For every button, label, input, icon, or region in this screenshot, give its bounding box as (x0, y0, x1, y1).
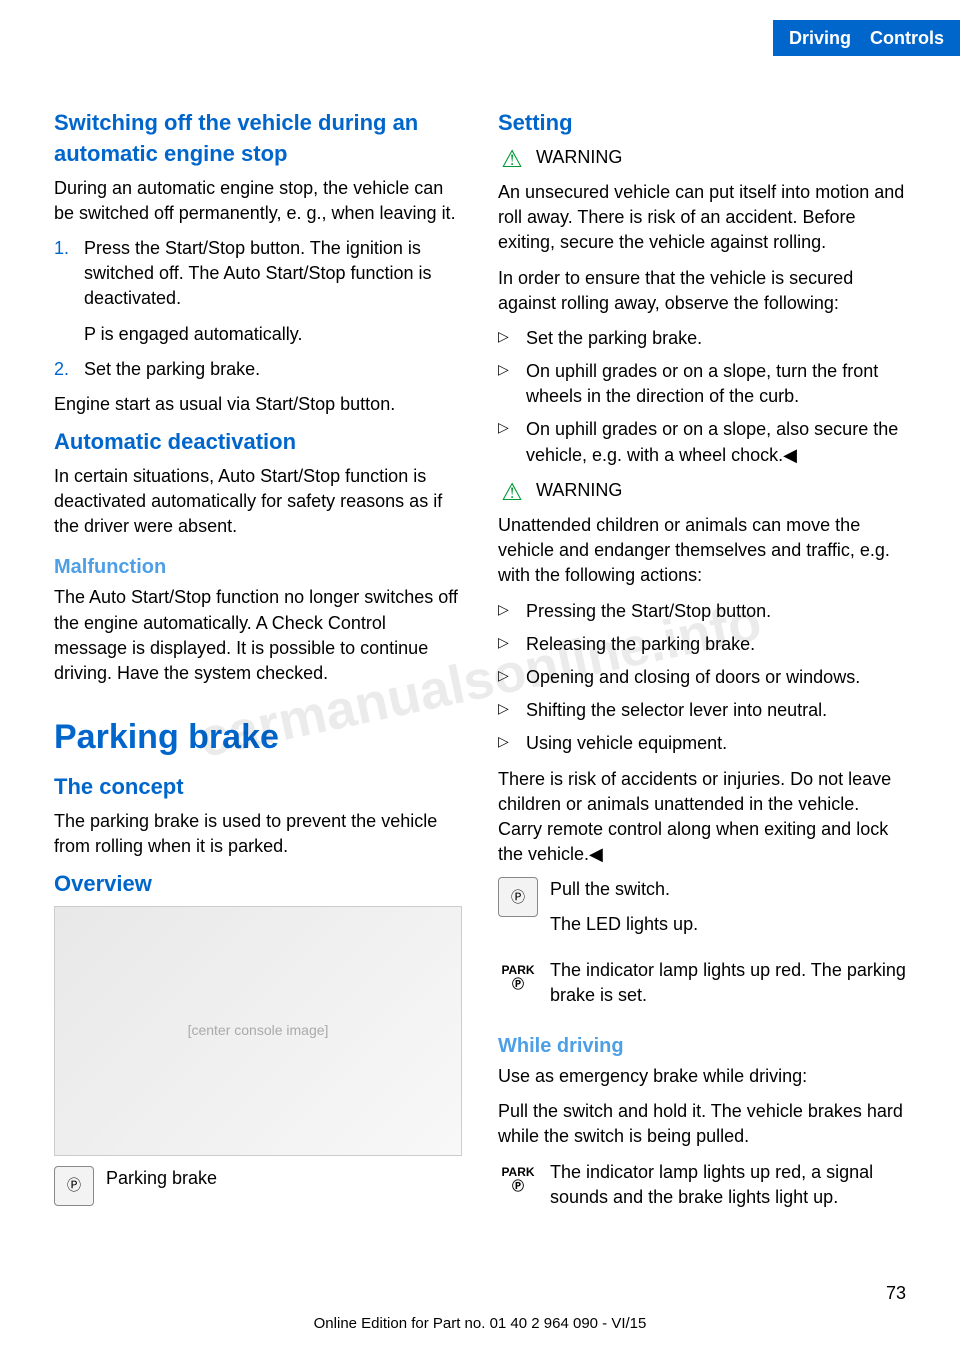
warning-block: ⚠ WARNING Unattended children or animals… (498, 478, 906, 589)
parking-switch-icon: Ⓟ (498, 877, 538, 917)
list-item: Shifting the selector lever into neutral… (498, 698, 906, 723)
bullet-list: Pressing the Start/Stop button. Releasin… (498, 599, 906, 757)
warning-block: ⚠ WARNING An unsecured vehicle can put i… (498, 145, 906, 256)
heading-auto-deactivation: Automatic deactivation (54, 427, 462, 458)
para: The indicator lamp lights up red. The pa… (550, 958, 906, 1008)
warning-text: An unsecured vehicle can put itself into… (498, 180, 906, 256)
bullet-list: Set the parking brake. On uphill grades … (498, 326, 906, 468)
list-text: Press the Start/Stop button. The ignitio… (84, 238, 432, 308)
page-number: 73 (886, 1281, 906, 1306)
heading-concept: The concept (54, 772, 462, 803)
para: There is risk of accidents or injuries. … (498, 767, 906, 868)
para: Pull the switch. (550, 877, 698, 902)
para: In certain situations, Auto Start/Stop f… (54, 464, 462, 540)
warning-text: Unattended children or animals can move … (498, 513, 906, 589)
list-item: On uphill grades or on a slope, turn the… (498, 359, 906, 409)
heading-malfunction: Malfunction (54, 553, 462, 581)
para: In order to ensure that the vehicle is s… (498, 266, 906, 316)
parking-brake-icon: Ⓟ (54, 1166, 94, 1206)
park-indicator-icon: PARK Ⓟ (498, 958, 538, 998)
list-item: Set the parking brake. (498, 326, 906, 351)
para: The LED lights up. (550, 912, 698, 937)
list-subtext: P is engaged automatically. (54, 322, 462, 347)
icon-row-park: PARK Ⓟ The indicator lamp lights up red.… (498, 958, 906, 1018)
list-num: 1. (54, 236, 69, 261)
numbered-list: 2. Set the parking brake. (54, 357, 462, 382)
icon-row-park2: PARK Ⓟ The indicator lamp lights up red,… (498, 1160, 906, 1220)
list-num: 2. (54, 357, 69, 382)
list-item: 2. Set the parking brake. (54, 357, 462, 382)
heading-setting: Setting (498, 108, 906, 139)
warning-label: WARNING (536, 478, 906, 503)
list-item: Pressing the Start/Stop button. (498, 599, 906, 624)
warning-icon: ⚠ (498, 480, 526, 506)
header-bar: Driving Controls (773, 20, 960, 56)
warning-label: WARNING (536, 145, 906, 170)
heading-overview: Overview (54, 869, 462, 900)
warning-icon: ⚠ (498, 147, 526, 173)
icon-caption-row: Ⓟ Parking brake (54, 1166, 462, 1206)
park-indicator-icon: PARK Ⓟ (498, 1160, 538, 1200)
para: Use as emergency brake while driving: (498, 1064, 906, 1089)
para: The Auto Start/Stop function no longer s… (54, 585, 462, 686)
heading-switching-off: Switching off the vehicle during an auto… (54, 108, 462, 170)
footer-text: Online Edition for Part no. 01 40 2 964 … (0, 1313, 960, 1334)
para: During an automatic engine stop, the veh… (54, 176, 462, 226)
list-item: 1. Press the Start/Stop button. The ignit… (54, 236, 462, 312)
page-content: Switching off the vehicle during an auto… (54, 100, 906, 1282)
icon-caption: Parking brake (106, 1166, 217, 1191)
list-item: Using vehicle equipment. (498, 731, 906, 756)
para: Pull the switch and hold it. The vehicle… (498, 1099, 906, 1149)
header-tab-controls: Controls (870, 28, 944, 48)
list-item: Releasing the parking brake. (498, 632, 906, 657)
para: Engine start as usual via Start/Stop but… (54, 392, 462, 417)
list-text: Set the parking brake. (84, 359, 260, 379)
numbered-list: 1. Press the Start/Stop button. The ignit… (54, 236, 462, 312)
list-item: Opening and closing of doors or windows. (498, 665, 906, 690)
para: The parking brake is used to prevent the… (54, 809, 462, 859)
heading-while-driving: While driving (498, 1032, 906, 1060)
header-tab-driving: Driving (789, 28, 851, 48)
section-parking-brake: Parking brake (54, 714, 462, 762)
icon-row-pull: Ⓟ Pull the switch. The LED lights up. (498, 877, 906, 947)
list-item: On uphill grades or on a slope, also sec… (498, 417, 906, 467)
overview-image: [center console image] (54, 906, 462, 1156)
para: The indicator lamp lights up red, a sign… (550, 1160, 906, 1210)
